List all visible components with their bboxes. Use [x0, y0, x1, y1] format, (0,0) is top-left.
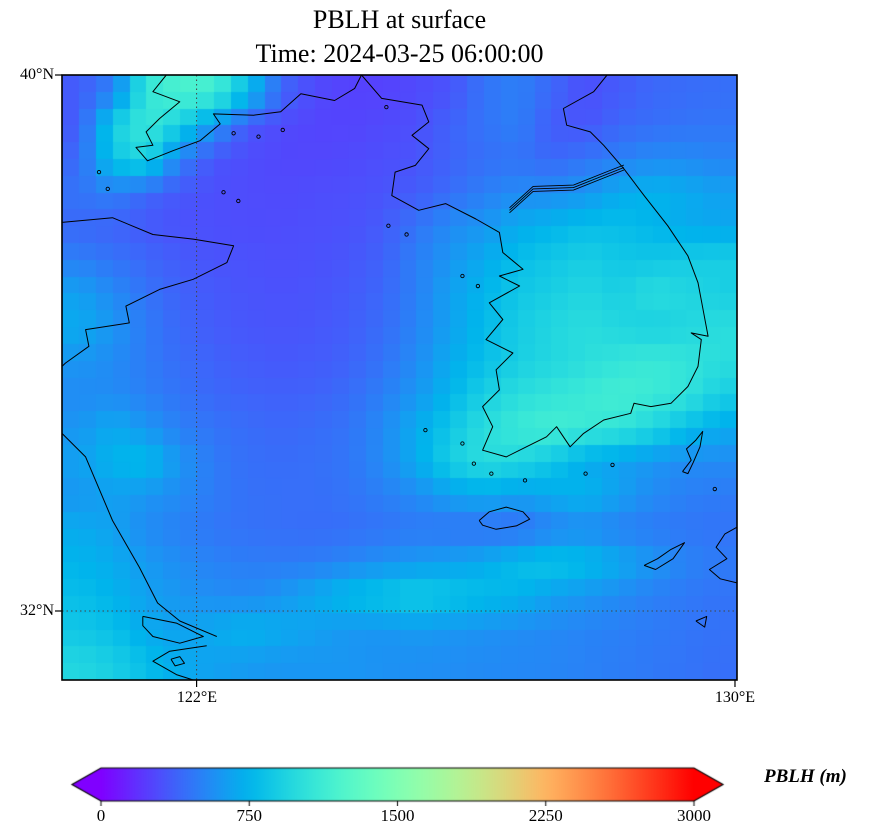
chart-subtitle: Time: 2024-03-25 06:00:00	[255, 39, 544, 68]
map-frame	[61, 74, 738, 681]
island-dot	[522, 478, 528, 483]
ytick-32n: 32°N	[20, 602, 54, 619]
coastline-jeju-island	[478, 506, 531, 530]
xtick-130e: 130°E	[714, 689, 756, 706]
island-dot	[386, 223, 391, 228]
island-dot	[404, 232, 409, 237]
border-korean-dmz	[509, 164, 625, 209]
coastline-goto-islands	[643, 542, 685, 570]
coastline-yangtze-south-bank	[152, 645, 207, 681]
colorbar-tick-0: 0	[96, 806, 106, 825]
coastline-chongming-island	[142, 615, 204, 644]
chart-titles: PBLH at surface Time: 2024-03-25 06:00:0…	[62, 3, 737, 71]
island-dot	[96, 169, 102, 175]
border-korean-dmz	[509, 167, 625, 211]
coastline-yangtze-islet	[170, 656, 185, 667]
coastline-kyushu-west-coast	[708, 526, 738, 584]
ytick-40n: 40°N	[20, 66, 54, 83]
border-korean-dmz	[509, 169, 625, 214]
chart-title: PBLH at surface	[312, 5, 487, 34]
coastline-korea-outline	[361, 74, 709, 458]
coastline-south-islet	[695, 615, 708, 628]
coastline-shandong-coast	[61, 217, 235, 367]
island-dot	[460, 273, 465, 279]
colorbar-tick-1500: 1500	[380, 806, 415, 825]
island-dot	[423, 427, 428, 433]
colorbar-tick-2250: 2250	[528, 806, 563, 825]
colorbar-label: PBLH (m)	[764, 766, 847, 787]
coastline-tsushima-island	[682, 430, 704, 475]
island-dot	[489, 471, 494, 476]
island-dot	[256, 134, 261, 139]
coastline-jiangsu-coast	[61, 433, 217, 637]
island-dot	[105, 186, 110, 192]
island-dot	[384, 105, 389, 110]
island-dot	[231, 131, 236, 136]
island-dot	[583, 471, 588, 476]
pblh-heatmap-canvas	[62, 75, 737, 680]
colorbar-tick-3000: 3000	[677, 806, 711, 825]
island-dot	[221, 190, 226, 195]
island-dot	[475, 283, 481, 289]
xtick-122e: 122°E	[176, 689, 218, 706]
island-dot	[712, 486, 717, 492]
island-dot	[280, 127, 285, 133]
colorbar-tick-750: 750	[236, 806, 263, 825]
island-dot	[236, 198, 241, 204]
coastline-liaodong-coast	[135, 74, 362, 162]
island-dot	[471, 461, 477, 466]
island-dot	[460, 441, 465, 446]
island-dot	[610, 462, 615, 468]
colorbar-ticks: 0 750 1500 2250 3000	[97, 806, 711, 828]
colorbar-canvas	[66, 764, 730, 806]
